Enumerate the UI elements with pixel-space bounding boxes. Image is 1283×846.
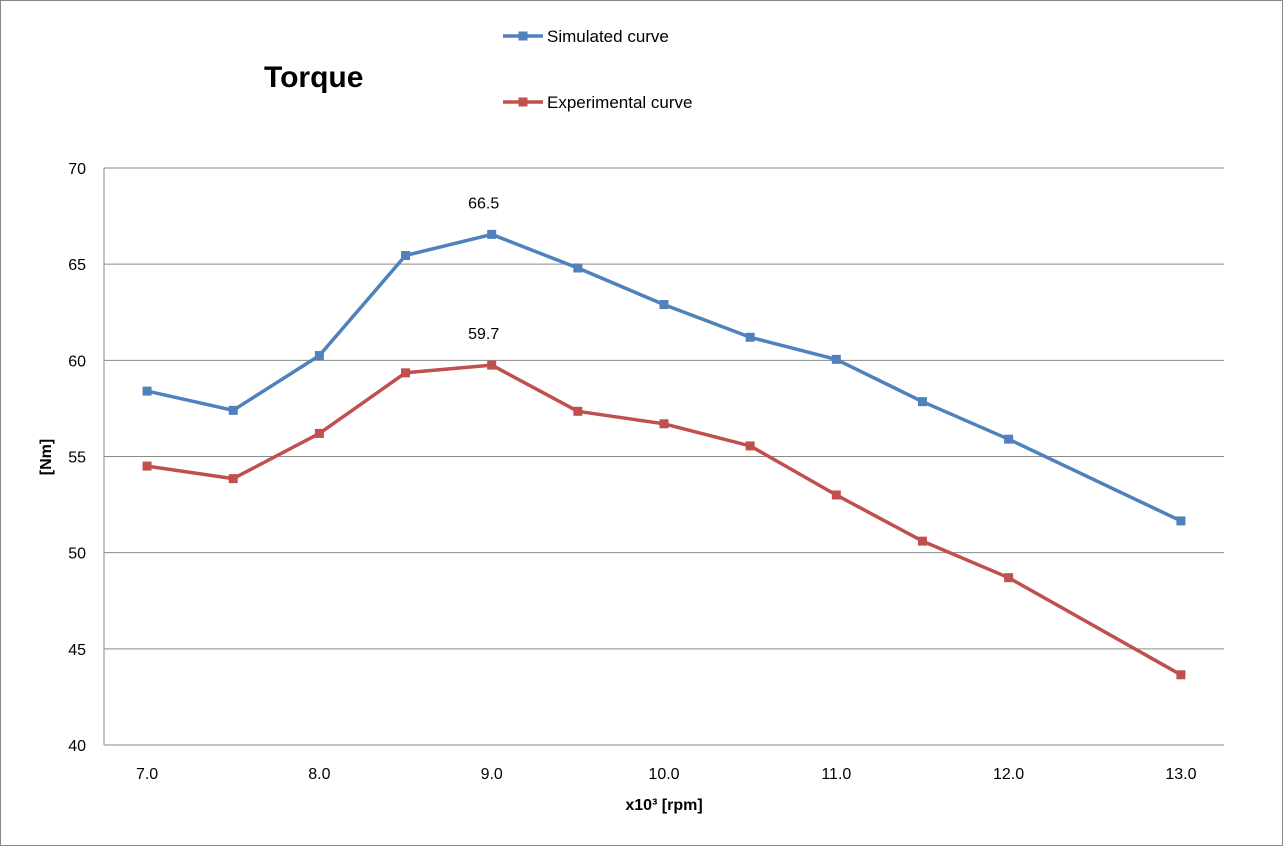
series-line xyxy=(146,363,1182,677)
legend-marker xyxy=(518,97,528,107)
y-tick-label: 65 xyxy=(68,257,86,274)
x-tick-label: 9.0 xyxy=(481,766,503,783)
y-tick-labels: 40 45 50 55 60 65 70 xyxy=(68,161,86,755)
x-tick-label: 13.0 xyxy=(1165,766,1196,783)
x-tick-label: 11.0 xyxy=(821,766,851,783)
data-point xyxy=(573,263,583,273)
data-point xyxy=(659,300,669,310)
y-tick-label: 45 xyxy=(68,642,86,659)
x-tick-label: 10.0 xyxy=(648,766,679,783)
x-tick-label: 7.0 xyxy=(136,766,158,783)
data-point xyxy=(917,536,927,546)
legend-item: Experimental curve xyxy=(503,93,693,112)
data-point xyxy=(401,251,411,261)
y-tick-label: 60 xyxy=(68,353,86,370)
data-point xyxy=(142,386,152,396)
data-label: 59.7 xyxy=(468,326,499,343)
chart-title: Torque xyxy=(264,61,363,94)
data-point xyxy=(831,354,841,364)
x-tick-labels: 7.0 8.0 9.0 10.0 11.0 12.0 13.0 xyxy=(136,766,1197,783)
annotations: 66.5 59.7 xyxy=(468,195,499,343)
legend-item: Simulated curve xyxy=(503,27,669,46)
series-experimental xyxy=(142,360,1186,680)
data-point xyxy=(745,332,755,342)
series-simulated xyxy=(142,229,1186,526)
data-point xyxy=(487,229,497,239)
data-point xyxy=(659,419,669,429)
data-point xyxy=(314,428,324,438)
data-point xyxy=(831,490,841,500)
legend-label: Simulated curve xyxy=(547,27,669,46)
x-axis-title: x10³ [rpm] xyxy=(625,797,702,814)
y-tick-label: 55 xyxy=(68,450,86,467)
legend-marker xyxy=(518,31,528,41)
data-point xyxy=(314,351,324,361)
data-point xyxy=(1176,516,1186,526)
legend: Simulated curve Experimental curve xyxy=(503,27,693,112)
data-point xyxy=(1004,434,1014,444)
y-tick-label: 70 xyxy=(68,161,86,178)
x-tick-label: 12.0 xyxy=(993,766,1024,783)
y-tick-label: 50 xyxy=(68,546,86,563)
data-point xyxy=(142,461,152,471)
series-line xyxy=(146,232,1182,523)
legend-label: Experimental curve xyxy=(547,93,693,112)
data-label: 66.5 xyxy=(468,195,499,212)
series-layer xyxy=(142,229,1186,680)
data-point xyxy=(228,405,238,415)
y-tick-label: 40 xyxy=(68,738,86,755)
data-point xyxy=(917,397,927,407)
data-point xyxy=(228,474,238,484)
x-tick-label: 8.0 xyxy=(308,766,330,783)
data-point xyxy=(745,441,755,451)
data-point xyxy=(487,360,497,370)
y-axis-title: [Nm] xyxy=(38,439,55,475)
y-gridlines xyxy=(103,167,1224,746)
data-point xyxy=(401,368,411,378)
data-point xyxy=(1004,573,1014,583)
data-point xyxy=(1176,670,1186,680)
data-point xyxy=(573,406,583,416)
